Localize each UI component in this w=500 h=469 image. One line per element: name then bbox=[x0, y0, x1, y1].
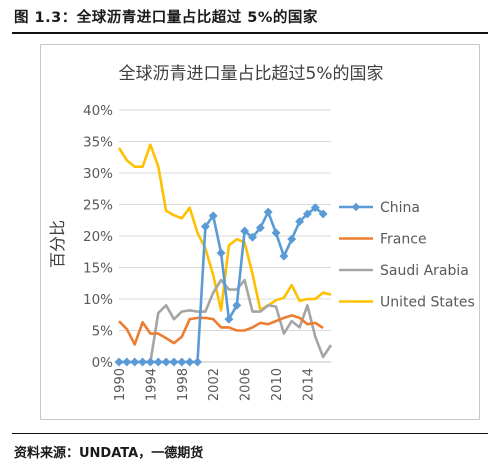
x-tick-label: 1990 bbox=[113, 368, 128, 401]
china-marker bbox=[192, 357, 203, 367]
y-tick-label: 5% bbox=[92, 324, 114, 340]
x-tick-labels: 1990 1994 1998 2002 2006 2010 2014 bbox=[113, 368, 316, 401]
y-tick-label: 10% bbox=[83, 292, 113, 308]
y-tick-label: 40% bbox=[83, 103, 113, 119]
chart-container: 全球沥青进口量占比超过5%的国家 百分比 0% 5% 10% 15% 20% 25% 30%… bbox=[40, 44, 480, 420]
figure-caption: 图 1.3：全球沥青进口量占比超过 5%的国家 bbox=[14, 10, 318, 26]
china-marker bbox=[122, 357, 132, 367]
y-tick-label: 35% bbox=[83, 135, 113, 151]
x-tick-label: 1994 bbox=[144, 368, 159, 401]
china-marker bbox=[302, 209, 312, 219]
china-marker bbox=[161, 357, 171, 367]
china-marker bbox=[177, 357, 187, 367]
legend-marker bbox=[351, 202, 361, 212]
y-axis-label: 百分比 bbox=[48, 220, 67, 268]
china-marker bbox=[295, 216, 305, 227]
china-marker bbox=[287, 234, 297, 244]
china-marker bbox=[263, 207, 273, 217]
china-marker bbox=[224, 314, 234, 324]
china-marker bbox=[169, 357, 179, 367]
china-marker bbox=[200, 221, 210, 232]
legend-label: Saudi Arabia bbox=[380, 263, 469, 279]
china-marker bbox=[138, 357, 148, 367]
y-tick-label: 15% bbox=[83, 261, 113, 277]
china-marker bbox=[255, 223, 265, 233]
china-marker bbox=[185, 357, 195, 367]
china-marker bbox=[216, 248, 226, 258]
top-rule bbox=[12, 32, 488, 34]
china-marker bbox=[240, 226, 250, 236]
china-marker bbox=[279, 251, 289, 261]
y-tick-label: 30% bbox=[83, 166, 113, 182]
china-marker bbox=[232, 300, 242, 310]
china-marker bbox=[153, 357, 163, 367]
y-tick-labels: 0% 5% 10% 15% 20% 25% 30% 35% 40% bbox=[83, 103, 113, 371]
china-marker bbox=[114, 357, 124, 367]
x-tick-label: 1998 bbox=[176, 368, 191, 401]
legend: China France Saudi Arabia United States bbox=[339, 200, 475, 311]
bottom-rule bbox=[12, 433, 488, 434]
series-lines bbox=[114, 143, 333, 367]
legend-label: United States bbox=[380, 295, 475, 311]
legend-label: France bbox=[380, 232, 427, 248]
x-tick-label: 2014 bbox=[301, 368, 316, 401]
x-tick-label: 2010 bbox=[270, 368, 285, 401]
china-marker bbox=[247, 232, 258, 242]
china-marker bbox=[271, 228, 281, 238]
china-marker bbox=[145, 357, 155, 367]
china-marker bbox=[130, 357, 140, 367]
y-tick-label: 25% bbox=[83, 198, 113, 214]
china-marker bbox=[208, 211, 218, 221]
y-tick-label: 20% bbox=[83, 229, 113, 245]
series-line-france bbox=[118, 314, 324, 346]
line-chart: 全球沥青进口量占比超过5%的国家 百分比 0% 5% 10% 15% 20% 25% 30%… bbox=[48, 64, 475, 401]
chart-title: 全球沥青进口量占比超过5%的国家 bbox=[119, 64, 384, 84]
y-tick-label: 0% bbox=[92, 355, 114, 371]
china-marker bbox=[318, 209, 328, 219]
source-note: 资料来源：UNDATA，一德期货 bbox=[14, 446, 204, 461]
china-marker bbox=[310, 203, 320, 213]
legend-label: China bbox=[380, 200, 420, 216]
x-tick-label: 2006 bbox=[239, 368, 254, 401]
x-tick-label: 2002 bbox=[207, 368, 222, 401]
